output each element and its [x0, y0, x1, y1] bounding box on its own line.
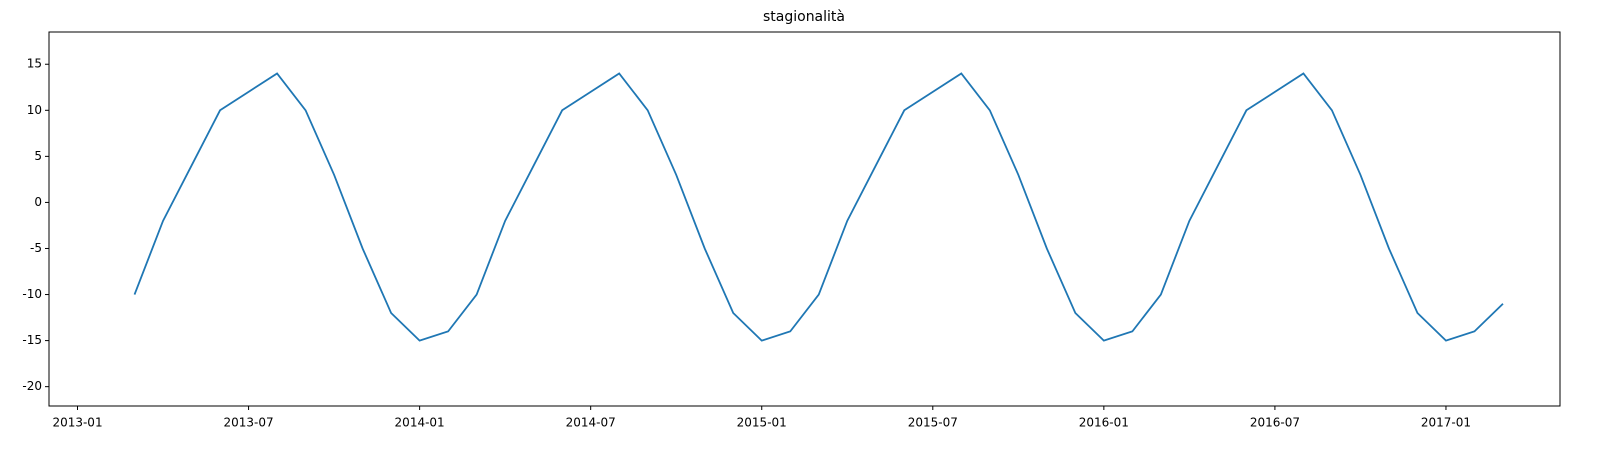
y-tick-label: 15	[27, 57, 42, 71]
y-tick-label: -10	[22, 287, 42, 301]
y-tick-label: 10	[27, 103, 42, 117]
x-tick-label: 2014-07	[566, 416, 616, 430]
plot-frame	[48, 31, 1561, 407]
data-line	[133, 72, 1504, 342]
x-tick-label: 2015-07	[908, 416, 958, 430]
y-tick-label: -20	[22, 379, 42, 393]
x-tick-label: 2017-01	[1421, 416, 1471, 430]
x-tick-label: 2014-01	[395, 416, 445, 430]
x-tick-label: 2015-01	[737, 416, 787, 430]
y-tick-label: -5	[30, 241, 42, 255]
y-tick-label: 0	[34, 195, 42, 209]
x-tick-label: 2016-01	[1079, 416, 1129, 430]
chart-title: stagionalità	[763, 9, 845, 25]
y-tick-label: -15	[22, 333, 42, 347]
x-tick-label: 2013-01	[52, 416, 102, 430]
x-tick-label: 2016-07	[1250, 416, 1300, 430]
y-tick-label: 5	[34, 149, 42, 163]
x-tick-label: 2013-07	[223, 416, 273, 430]
